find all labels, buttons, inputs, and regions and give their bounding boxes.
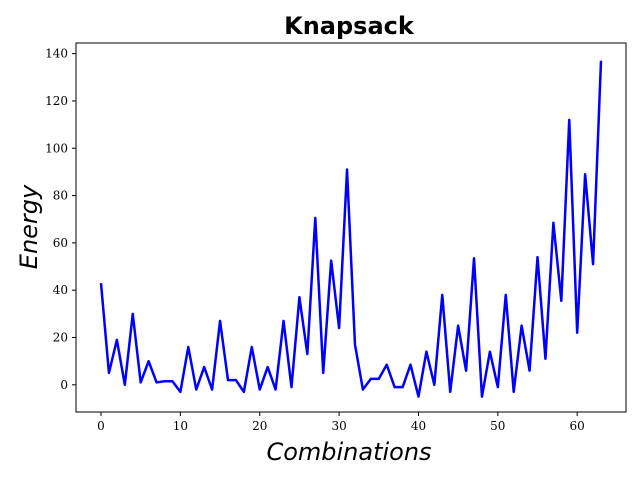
x-axis: 0 10 20 30 40 50 60	[97, 412, 585, 433]
y-tick-label: 120	[45, 94, 68, 108]
y-tick-label: 40	[53, 283, 68, 297]
plot-marks	[99, 60, 603, 398]
y-tick-label: 60	[53, 236, 68, 250]
y-axis: 0 20 40 60 80 100 120 140	[45, 47, 76, 392]
x-tick-label: 50	[490, 419, 505, 433]
x-axis-label: Combinations	[266, 438, 431, 466]
x-tick-label: 10	[173, 419, 188, 433]
series-line-0	[99, 60, 603, 398]
x-tick-label: 0	[97, 419, 105, 433]
y-tick-label: 80	[53, 189, 68, 203]
y-tick-label: 100	[45, 141, 68, 155]
y-tick-label: 140	[45, 47, 68, 61]
plot-frame	[75, 42, 627, 413]
y-tick-label: 20	[53, 330, 68, 344]
x-tick-label: 60	[570, 419, 585, 433]
y-tick-label: 0	[60, 378, 68, 392]
x-tick-label: 20	[252, 419, 267, 433]
chart-title: Knapsack	[284, 12, 415, 40]
x-tick-label: 40	[411, 419, 426, 433]
y-axis-label: Energy	[15, 184, 43, 269]
x-tick-label: 30	[331, 419, 346, 433]
